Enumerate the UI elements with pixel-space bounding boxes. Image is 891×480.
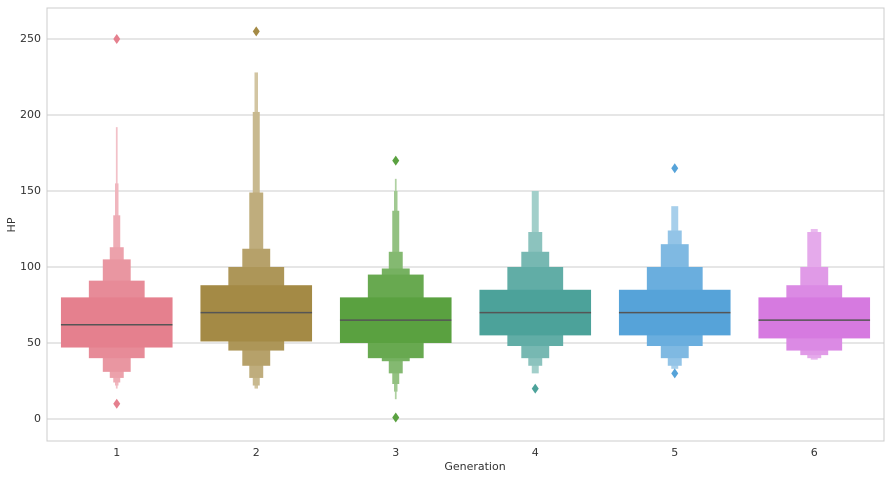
x-tick-label: 5 [671, 446, 678, 459]
outlier [113, 398, 121, 409]
x-tick-label: 3 [392, 446, 399, 459]
outlier [531, 383, 539, 394]
outlier [392, 155, 400, 166]
x-tick-label: 4 [532, 446, 539, 459]
box-level [758, 297, 871, 339]
y-tick-label: 250 [20, 32, 41, 45]
y-tick-label: 0 [34, 412, 41, 425]
plot-frame [46, 7, 885, 442]
y-tick-label: 150 [20, 184, 41, 197]
x-axis-label: Generation [444, 460, 505, 473]
outlier [252, 26, 260, 37]
x-tick-label: 1 [113, 446, 120, 459]
outlier [671, 368, 679, 379]
outlier [113, 34, 121, 45]
y-tick-label: 50 [27, 336, 41, 349]
y-tick-label: 100 [20, 260, 41, 273]
x-tick-label: 2 [253, 446, 260, 459]
outlier [671, 163, 679, 174]
box-level [200, 285, 313, 342]
y-tick-label: 200 [20, 108, 41, 121]
outlier [392, 412, 400, 423]
x-tick-label: 6 [811, 446, 818, 459]
box-level [60, 297, 173, 348]
y-axis-label: HP [5, 217, 18, 232]
